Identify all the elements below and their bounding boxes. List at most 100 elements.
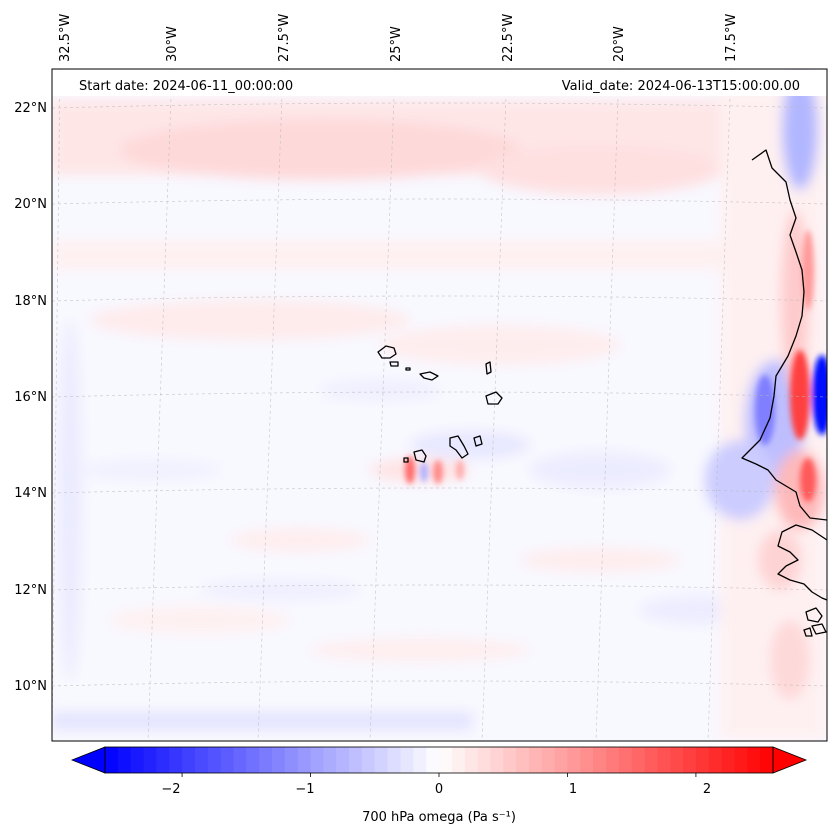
parallel-16n bbox=[52, 391, 827, 398]
santa-luzia bbox=[405, 367, 411, 371]
colorbar-cell bbox=[503, 747, 517, 773]
colorbar-cell bbox=[464, 747, 479, 773]
lon-label-27.5w: 27.5°W bbox=[277, 14, 292, 62]
colorbar-cell bbox=[246, 747, 260, 773]
lon-label-17.5w: 17.5°W bbox=[724, 14, 739, 62]
colorbar-cell bbox=[734, 747, 748, 773]
colorbar-cells bbox=[105, 747, 774, 773]
latitude-labels: 22°N 20°N 18°N 16°N 14°N 12°N 10°N bbox=[14, 101, 47, 694]
colorbar-cell bbox=[708, 747, 723, 773]
meridian-20w bbox=[595, 69, 620, 741]
lat-label-10n: 10°N bbox=[14, 679, 47, 694]
coastlines bbox=[377, 149, 827, 637]
lat-label-18n: 18°N bbox=[14, 294, 47, 309]
colorbar-cell bbox=[169, 747, 183, 773]
lat-label-22n: 22°N bbox=[14, 101, 47, 116]
colorbar-cell bbox=[349, 747, 363, 773]
colorbar-cell bbox=[618, 747, 633, 773]
parallel-10n bbox=[52, 680, 827, 687]
colorbar-cell bbox=[374, 747, 389, 773]
parallel-14n bbox=[52, 487, 827, 494]
meridian-30w bbox=[147, 69, 173, 741]
colorbar-cell bbox=[567, 747, 581, 773]
map-panel: Start date: 2024-06-11_00:00:00 Valid_da… bbox=[51, 68, 828, 742]
lon-label-20w: 20°W bbox=[612, 26, 627, 62]
meridian-22.5w bbox=[481, 69, 508, 741]
colorbar-cell bbox=[683, 747, 697, 773]
colorbar-cell bbox=[721, 747, 736, 773]
colorbar-tick-label-minus1: −1 bbox=[295, 782, 314, 797]
lon-label-25w: 25°W bbox=[389, 26, 404, 62]
lat-label-20n: 20°N bbox=[14, 197, 47, 212]
colorbar-tick-label-2: 2 bbox=[703, 782, 711, 797]
colorbar-cell bbox=[233, 747, 247, 773]
colorbar-cell bbox=[516, 747, 530, 773]
lat-label-16n: 16°N bbox=[14, 390, 47, 405]
header-strip bbox=[52, 70, 827, 96]
colorbar-cell bbox=[657, 747, 671, 773]
colorbar-cell bbox=[130, 747, 145, 773]
lon-label-22.5w: 22.5°W bbox=[501, 14, 516, 62]
lat-label-12n: 12°N bbox=[14, 583, 47, 598]
colorbar-cell bbox=[439, 747, 453, 773]
meridian-17.5w bbox=[707, 69, 732, 741]
parallel-22n bbox=[52, 102, 827, 109]
colorbar-cell bbox=[593, 747, 607, 773]
boa-vista bbox=[485, 391, 503, 405]
colorbar-cell bbox=[760, 747, 774, 773]
colorbar-cell bbox=[117, 747, 132, 773]
colorbar: −2 −1 0 1 2 700 hPa omega (Pa s⁻¹) bbox=[70, 746, 808, 825]
lat-label-14n: 14°N bbox=[14, 486, 47, 501]
colorbar-cell bbox=[220, 747, 235, 773]
colorbar-tick-label-0: 0 bbox=[435, 782, 443, 797]
meridian-32.5w bbox=[52, 69, 61, 741]
lon-label-30w: 30°W bbox=[165, 26, 180, 62]
colorbar-label: 700 hPa omega (Pa s⁻¹) bbox=[362, 810, 516, 825]
colorbar-cell bbox=[105, 747, 119, 773]
meridian-27.5w bbox=[257, 69, 284, 741]
colorbar-cell bbox=[194, 747, 209, 773]
colorbar-cell bbox=[310, 747, 324, 773]
gridlines bbox=[52, 69, 827, 741]
colorbar-cell bbox=[644, 747, 658, 773]
colorbar-tick-label-minus2: −2 bbox=[161, 782, 180, 797]
colorbar-cell bbox=[670, 747, 684, 773]
african-coastline bbox=[741, 149, 827, 521]
senegal-gambia-coast bbox=[777, 524, 827, 601]
colorbar-cell bbox=[695, 747, 710, 773]
colorbar-cell bbox=[426, 747, 440, 773]
colorbar-cell bbox=[528, 747, 543, 773]
sal bbox=[485, 361, 492, 375]
colorbar-cell bbox=[477, 747, 491, 773]
colorbar-cell bbox=[747, 747, 761, 773]
colorbar-cell bbox=[400, 747, 414, 773]
colorbar-high-extension bbox=[772, 746, 808, 774]
colorbar-cell bbox=[580, 747, 594, 773]
colorbar-cell bbox=[143, 747, 157, 773]
guinea-bissau-islands bbox=[803, 607, 827, 637]
colorbar-cell bbox=[156, 747, 170, 773]
colorbar-cell bbox=[284, 747, 299, 773]
colorbar-low-extension bbox=[70, 746, 106, 774]
parallel-18n bbox=[52, 295, 827, 302]
colorbar-cell bbox=[259, 747, 273, 773]
meridian-25w bbox=[369, 69, 396, 741]
colorbar-cell bbox=[541, 747, 556, 773]
colorbar-cell bbox=[336, 747, 350, 773]
colorbar-tick-label-1: 1 bbox=[569, 782, 577, 797]
parallel-20n bbox=[52, 198, 827, 205]
colorbar-cell bbox=[297, 747, 312, 773]
colorbar-cell bbox=[272, 747, 286, 773]
omega-field bbox=[52, 70, 827, 740]
parallel-12n bbox=[52, 584, 827, 591]
colorbar-cell bbox=[631, 747, 646, 773]
colorbar-cell bbox=[182, 747, 196, 773]
colorbar-cell bbox=[323, 747, 337, 773]
colorbar-cell bbox=[387, 747, 402, 773]
colorbar-cell bbox=[451, 747, 466, 773]
santo-antao bbox=[377, 345, 397, 359]
colorbar-cell bbox=[606, 747, 620, 773]
colorbar-cell bbox=[490, 747, 504, 773]
valid-date-label: Valid_date: 2024-06-13T15:00:00.00 bbox=[562, 79, 800, 94]
